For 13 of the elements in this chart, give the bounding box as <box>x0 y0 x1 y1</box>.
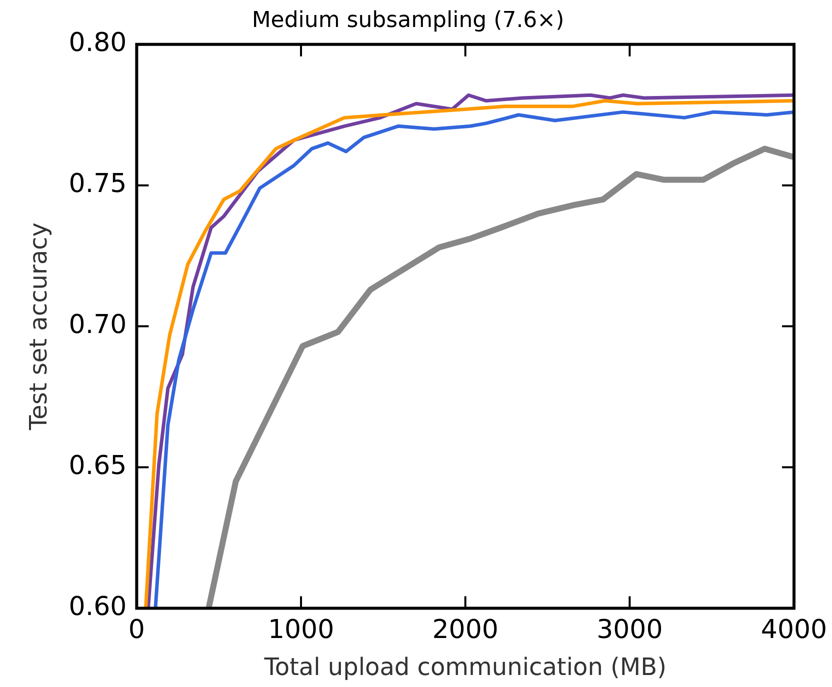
y-tick-label: 0.65 <box>68 451 127 481</box>
y-axis-title: Test set accuracy <box>24 222 53 432</box>
x-tick-label: 1000 <box>268 614 334 645</box>
x-tick-label: 3000 <box>596 614 663 645</box>
y-tick-label: 0.70 <box>68 310 127 340</box>
y-tick-label: 0.80 <box>68 28 127 58</box>
y-tick-label: 0.75 <box>68 169 127 200</box>
x-axis-title: Total upload communication (MB) <box>263 652 666 681</box>
x-tick-label: 0 <box>128 614 145 645</box>
x-tick-label: 2000 <box>432 614 498 645</box>
x-tick-label: 4000 <box>760 614 828 645</box>
chart-title: Medium subsampling (7.6×) <box>252 8 564 33</box>
y-tick-label: 0.60 <box>68 592 127 622</box>
